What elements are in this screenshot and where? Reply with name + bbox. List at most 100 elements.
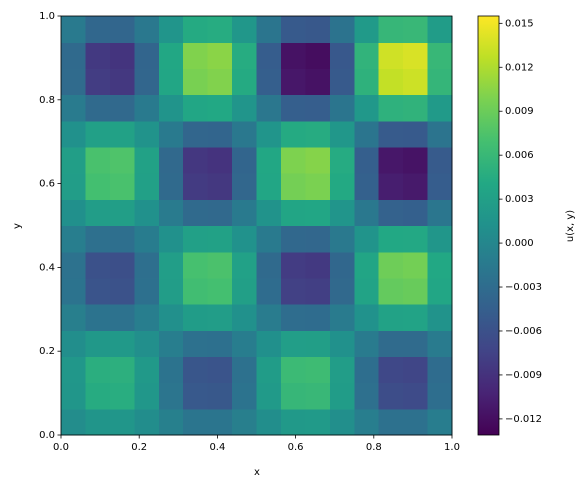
heatmap-cell (427, 408, 453, 436)
heatmap-cell (403, 277, 429, 305)
heatmap-cell (183, 330, 209, 358)
heatmap-cell (378, 408, 404, 436)
heatmap-cell (158, 382, 184, 410)
heatmap-cell (134, 408, 160, 436)
heatmap-cell (427, 382, 453, 410)
colorbar-tick-label: 0.015 (505, 18, 534, 29)
heatmap-cell (329, 16, 355, 43)
heatmap-cell (403, 330, 429, 358)
heatmap-cell (329, 382, 355, 410)
heatmap-cell (158, 16, 184, 43)
heatmap-cell (378, 68, 404, 96)
heatmap-cell (183, 146, 209, 174)
heatmap-cell (305, 356, 331, 384)
heatmap-cell (183, 199, 209, 227)
heatmap-cell (183, 251, 209, 279)
x-tick-label: 0.8 (366, 442, 382, 453)
heatmap-cell (403, 356, 429, 384)
heatmap-cell (61, 382, 87, 410)
heatmap-cell (378, 173, 404, 200)
colorbar-tick-label: 0.003 (505, 194, 534, 205)
heatmap-cell (109, 330, 135, 358)
x-tick-label: 1.0 (444, 442, 460, 453)
heatmap-cell (256, 251, 282, 279)
heatmap-cell (354, 408, 380, 436)
heatmap-cell (183, 16, 209, 43)
heatmap-cell (280, 199, 306, 227)
heatmap-cell (232, 251, 258, 279)
heatmap-cell (305, 16, 331, 43)
heatmap-cell (256, 94, 282, 122)
heatmap-cell (232, 120, 258, 148)
heatmap-cell (61, 330, 87, 358)
heatmap-cell (256, 120, 282, 148)
heatmap-cell (305, 330, 331, 358)
heatmap-cell (85, 173, 111, 200)
y-tick-label: 0.8 (39, 95, 55, 106)
heatmap-cell (329, 408, 355, 436)
heatmap-cell (134, 146, 160, 174)
heatmap-cell (427, 277, 453, 305)
heatmap-cell (354, 146, 380, 174)
heatmap-cell (354, 16, 380, 43)
heatmap-cell (207, 225, 233, 253)
heatmap-cell (134, 356, 160, 384)
heatmap-cell (427, 16, 453, 43)
heatmap-cell (305, 120, 331, 148)
heatmap-cell (427, 68, 453, 96)
heatmap-cell (403, 225, 429, 253)
heatmap-cell (280, 173, 306, 200)
heatmap-cell (61, 356, 87, 384)
heatmap-cell (158, 199, 184, 227)
heatmap-cell (280, 251, 306, 279)
heatmap-cell (256, 304, 282, 331)
heatmap-cell (329, 120, 355, 148)
heatmap-cell (305, 382, 331, 410)
heatmap-cell (280, 146, 306, 174)
colorbar-tick-label: −0.012 (505, 414, 542, 425)
heatmap-cell (329, 68, 355, 96)
heatmap-cell (85, 382, 111, 410)
heatmap-cell (427, 251, 453, 279)
y-tick-label: 0.2 (39, 346, 55, 357)
heatmap-cell (378, 251, 404, 279)
heatmap-cell (109, 146, 135, 174)
heatmap-cell (354, 120, 380, 148)
heatmap-cell (85, 68, 111, 96)
heatmap-cell (61, 42, 87, 69)
heatmap-cell (427, 42, 453, 69)
x-tick-label: 0.6 (288, 442, 304, 453)
heatmap-cell (354, 382, 380, 410)
heatmap-cell (329, 277, 355, 305)
heatmap-cell (403, 408, 429, 436)
heatmap-cell (305, 277, 331, 305)
heatmap-cell (378, 382, 404, 410)
colorbar (477, 15, 500, 436)
heatmap-cell (134, 120, 160, 148)
heatmap-cell (403, 382, 429, 410)
heatmap-cell (85, 16, 111, 43)
heatmap-cell (354, 225, 380, 253)
heatmap-cell (207, 16, 233, 43)
heatmap-cell (256, 356, 282, 384)
heatmap-cell (207, 120, 233, 148)
heatmap-cell (427, 356, 453, 384)
heatmap-cell (158, 356, 184, 384)
heatmap-cell (158, 408, 184, 436)
heatmap-cell (280, 408, 306, 436)
heatmap-cell (183, 356, 209, 384)
heatmap-cell (256, 173, 282, 200)
heatmap-cell (183, 304, 209, 331)
heatmap-cell (109, 199, 135, 227)
heatmap-cell (378, 120, 404, 148)
heatmap-cell (183, 173, 209, 200)
heatmap-cell (134, 199, 160, 227)
heatmap-cell (378, 330, 404, 358)
heatmap-cell (329, 225, 355, 253)
heatmap-cell (158, 173, 184, 200)
y-tick-label: 0.0 (39, 430, 55, 441)
heatmap-cell (61, 173, 87, 200)
heatmap-cell (232, 330, 258, 358)
heatmap-cell (280, 277, 306, 305)
heatmap-cell (134, 16, 160, 43)
